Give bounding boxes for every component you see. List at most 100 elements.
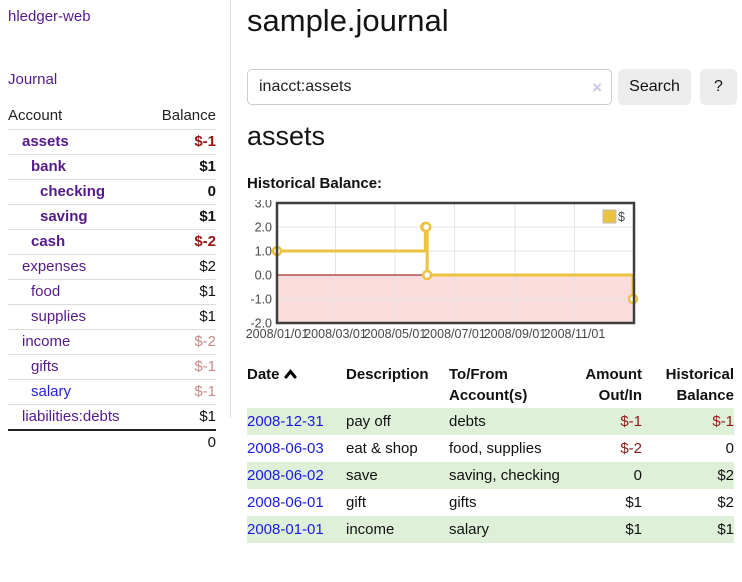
x-axis-tick-label: 2008/01/01	[246, 327, 309, 341]
register-header-date[interactable]: Date	[247, 362, 346, 408]
account-row: assets $-1	[8, 129, 216, 155]
help-button[interactable]: ?	[700, 69, 737, 105]
sidebar: hledger-web Journal Account Balance asse…	[0, 0, 231, 455]
clear-search-icon[interactable]: ×	[592, 78, 602, 97]
transaction-accounts: saving, checking	[449, 467, 560, 484]
account-row: liabilities:debts $1	[8, 404, 216, 431]
account-balance: $-1	[147, 354, 216, 380]
transaction-date-link[interactable]: 2008-06-02	[247, 467, 324, 484]
register-header-row: Date Description To/From Account(s) Amoun…	[247, 362, 734, 408]
transaction-balance: $-1	[712, 413, 734, 430]
account-link-expenses[interactable]: expenses	[22, 258, 87, 275]
account-link-saving[interactable]: saving	[40, 208, 88, 225]
account-row: cash $-2	[8, 229, 216, 255]
transaction-date-link[interactable]: 2008-12-31	[247, 413, 324, 430]
legend-swatch	[602, 209, 617, 224]
account-row: food $1	[8, 279, 216, 305]
x-axis-tick-label: 2008/07/01	[423, 327, 486, 341]
account-balance: $1	[147, 204, 216, 230]
accounts-table: Account Balance assets $-1 bank $1 checking 0…	[8, 103, 216, 455]
register-header-amount: Amount Out/In	[585, 366, 642, 404]
table-row: 2008-12-31 pay off debts $-1 $-1	[247, 408, 734, 435]
account-balance: $2	[147, 254, 216, 280]
transaction-accounts: salary	[449, 521, 490, 538]
account-heading: assets	[247, 121, 326, 151]
transaction-amount: $1	[625, 521, 642, 538]
transaction-accounts: food, supplies	[449, 440, 542, 457]
account-link-income[interactable]: income	[22, 333, 71, 350]
transaction-amount: $-2	[620, 440, 642, 457]
search-button[interactable]: Search	[618, 69, 691, 105]
register-table: Date Description To/From Account(s) Amoun…	[247, 362, 734, 543]
account-row: saving $1	[8, 204, 216, 230]
register-header-balance: Historical Balance	[665, 366, 734, 404]
accounts-total: 0	[147, 429, 216, 455]
chart-heading: Historical Balance:	[247, 175, 383, 192]
account-link-cash[interactable]: cash	[31, 233, 66, 250]
account-balance: $-1	[147, 379, 216, 405]
y-axis-tick-label: -1.0	[250, 293, 272, 307]
search-input[interactable]	[249, 71, 579, 103]
y-axis-tick-label: 1.0	[255, 245, 272, 259]
accounts-header-balance: Balance	[147, 103, 216, 130]
account-balance: $-2	[147, 229, 216, 255]
search-bar: × Search ?	[247, 69, 737, 105]
chart-data-point	[420, 221, 432, 233]
account-row: checking 0	[8, 179, 216, 205]
account-row: gifts $-1	[8, 354, 216, 380]
account-balance: $1	[147, 279, 216, 305]
transaction-accounts: gifts	[449, 494, 477, 511]
account-row: salary $-1	[8, 379, 216, 405]
transaction-date-link[interactable]: 2008-06-01	[247, 494, 324, 511]
transaction-description: income	[346, 521, 395, 538]
account-row: expenses $2	[8, 254, 216, 280]
accounts-header-account: Account	[8, 103, 148, 130]
register-header-accounts: To/From Account(s)	[449, 366, 528, 404]
transaction-balance: 0	[725, 440, 734, 457]
table-row: 2008-06-02 save saving, checking 0 $2	[247, 462, 734, 489]
account-balance: $-2	[147, 329, 216, 355]
accounts-header-row: Account Balance	[8, 103, 216, 130]
transaction-description: pay off	[346, 413, 391, 430]
y-axis-tick-label: 3.0	[255, 200, 272, 211]
account-link-assets[interactable]: assets	[22, 133, 69, 150]
transaction-balance: $1	[717, 521, 734, 538]
transaction-date-link[interactable]: 2008-06-03	[247, 440, 324, 457]
account-link-food[interactable]: food	[31, 283, 61, 300]
transaction-amount: $-1	[620, 413, 642, 430]
sidebar-item-journal[interactable]: Journal	[8, 71, 58, 88]
page-title: sample.journal	[247, 3, 449, 38]
account-link-checking[interactable]: checking	[40, 183, 106, 200]
account-balance: $1	[147, 154, 216, 180]
account-link-liabilities-debts[interactable]: liabilities:debts	[22, 408, 120, 425]
table-row: 2008-06-01 gift gifts $1 $2	[247, 489, 734, 516]
transaction-amount: $1	[625, 494, 642, 511]
table-row: 2008-06-03 eat & shop food, supplies $-2 0	[247, 435, 734, 462]
account-row: income $-2	[8, 329, 216, 355]
legend-label: $	[618, 210, 625, 224]
accounts-panel: Account Balance assets $-1 bank $1 checking 0…	[8, 103, 216, 455]
transaction-balance: $2	[717, 467, 734, 484]
historical-balance-chart: $3.0 2.0 1.0 0.0 -1.0 -2.02008/01/012008/03/0…	[246, 200, 639, 341]
table-row: 2008-01-01 income salary $1 $1	[247, 516, 734, 543]
account-row: supplies $1	[8, 304, 216, 330]
transaction-description: eat & shop	[346, 440, 418, 457]
transaction-accounts: debts	[449, 413, 486, 430]
account-balance: $1	[147, 304, 216, 330]
register-header-description: Description	[346, 366, 429, 383]
account-link-bank[interactable]: bank	[31, 158, 67, 175]
account-link-gifts[interactable]: gifts	[31, 358, 59, 375]
transaction-date-link[interactable]: 2008-01-01	[247, 521, 324, 538]
app-title-link[interactable]: hledger-web	[8, 8, 91, 25]
x-axis-tick-label: 2008/05/01	[364, 327, 427, 341]
account-link-salary[interactable]: salary	[31, 383, 72, 400]
account-link-supplies[interactable]: supplies	[31, 308, 87, 325]
account-row: bank $1	[8, 154, 216, 180]
account-balance: $-1	[147, 129, 216, 155]
search-box: ×	[247, 69, 612, 105]
transaction-amount: 0	[633, 467, 642, 484]
sort-ascending-icon	[284, 369, 297, 379]
y-axis-tick-label: -2.0	[250, 317, 272, 331]
x-axis-tick-label: 2008/11/01	[544, 327, 606, 341]
